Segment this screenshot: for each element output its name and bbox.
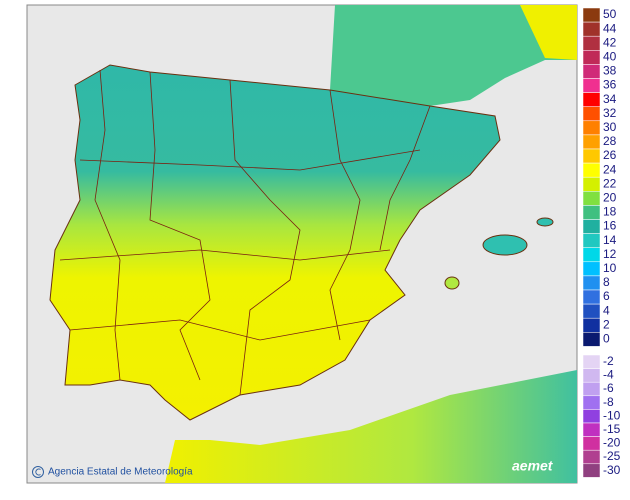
legend-label: 42 [603, 35, 617, 49]
logo: aemet [512, 458, 554, 474]
legend-label: 4 [603, 303, 610, 317]
legend-swatch [582, 303, 601, 319]
legend-swatch [582, 219, 601, 234]
legend-label: 26 [603, 148, 617, 162]
legend-swatch [582, 50, 601, 65]
legend-label: 18 [603, 205, 617, 219]
copyright-icon [32, 466, 44, 478]
legend-swatch [582, 64, 601, 79]
iberia [49, 64, 501, 421]
mallorca [482, 234, 528, 256]
legend-label: 22 [603, 176, 617, 190]
legend-label: 50 [603, 7, 617, 21]
legend-swatch [582, 289, 601, 305]
france [330, 5, 577, 106]
legend-swatch [582, 106, 601, 122]
legend-label: -20 [603, 436, 621, 450]
legend-swatch [582, 261, 601, 277]
legend-swatch [582, 449, 601, 465]
legend-swatch [582, 422, 601, 437]
legend-swatch [582, 120, 601, 136]
legend-swatch [582, 463, 601, 478]
menorca [536, 217, 554, 227]
legend-label: -6 [603, 381, 614, 395]
legend-swatch [582, 148, 601, 164]
legend-swatch [582, 409, 601, 424]
legend-label: 8 [603, 275, 610, 289]
legend-label: 6 [603, 289, 610, 303]
legend-label: -30 [603, 463, 621, 477]
legend-swatch [582, 35, 601, 51]
legend-swatch [582, 332, 601, 347]
legend-label: 10 [603, 261, 617, 275]
legend: 5044424038363432302826242220181614121086… [582, 7, 621, 478]
legend-label: 30 [603, 120, 617, 134]
credit: Agencia Estatal de Meteorología [32, 466, 193, 478]
legend-label: 38 [603, 64, 617, 78]
legend-label: 20 [603, 191, 617, 205]
legend-swatch [582, 176, 601, 192]
legend-label: -4 [603, 368, 614, 382]
legend-swatch [582, 317, 601, 333]
legend-swatch [582, 275, 601, 291]
legend-label: -15 [603, 422, 621, 436]
legend-label: -8 [603, 395, 614, 409]
france-coast [520, 5, 577, 60]
legend-label: 36 [603, 78, 617, 92]
legend-label: -10 [603, 408, 621, 422]
legend-label: 28 [603, 134, 617, 148]
legend-swatch [582, 233, 601, 248]
legend-label: 2 [603, 317, 610, 331]
legend-label: 0 [603, 332, 610, 346]
ibiza [444, 276, 460, 290]
legend-swatch [582, 368, 601, 383]
legend-swatch [582, 436, 601, 451]
credit-text: Agencia Estatal de Meteorología [48, 467, 193, 478]
copyright-c [35, 468, 41, 476]
legend-swatch [582, 21, 601, 37]
legend-swatch [582, 381, 601, 397]
legend-swatch [582, 7, 601, 23]
legend-swatch [582, 92, 601, 107]
legend-label: -25 [603, 449, 621, 463]
legend-label: -2 [603, 354, 614, 368]
legend-label: 32 [603, 106, 617, 120]
legend-label: 44 [603, 21, 617, 35]
legend-swatch [582, 354, 601, 369]
legend-swatch [582, 205, 601, 220]
legend-label: 34 [603, 92, 617, 106]
north-africa [165, 370, 577, 483]
legend-label: 16 [603, 219, 617, 233]
legend-swatch [582, 247, 601, 263]
region-borders [59, 69, 431, 396]
legend-swatch [582, 134, 601, 150]
legend-label: 24 [603, 162, 617, 176]
legend-label: 14 [603, 233, 617, 247]
legend-label: 40 [603, 50, 617, 64]
legend-swatch [582, 162, 601, 178]
legend-swatch [582, 78, 601, 93]
legend-swatch [582, 395, 601, 410]
legend-swatch [582, 191, 601, 206]
legend-label: 12 [603, 247, 617, 261]
